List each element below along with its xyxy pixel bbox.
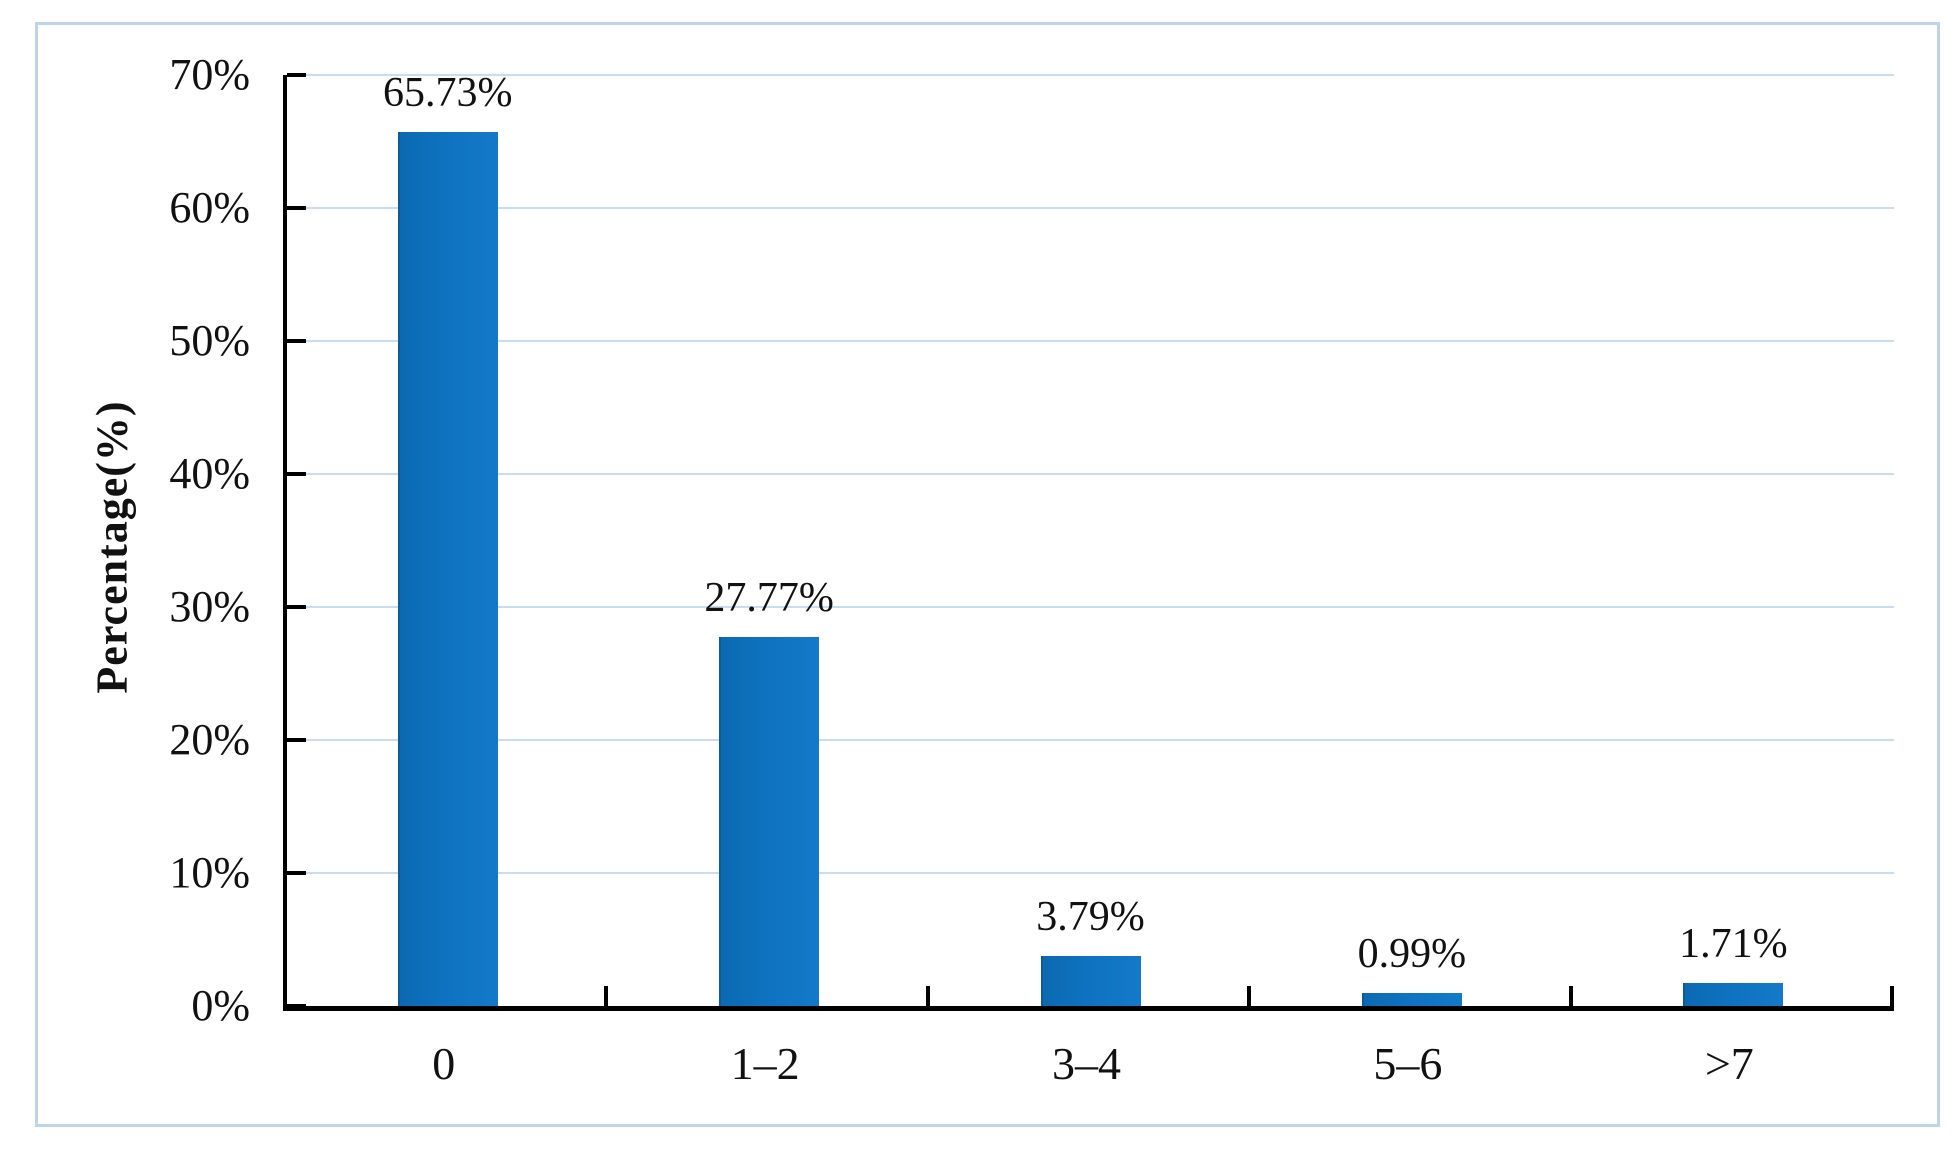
bar bbox=[1361, 992, 1462, 1006]
gridline bbox=[287, 340, 1894, 342]
y-tick-mark bbox=[287, 339, 306, 343]
gridline bbox=[287, 606, 1894, 608]
x-tick-mark bbox=[1568, 986, 1573, 1006]
y-tick-label: 40% bbox=[169, 449, 250, 498]
x-tick-mark bbox=[925, 986, 930, 1006]
bar bbox=[1683, 983, 1784, 1006]
bar-group-3-4: 3.79% bbox=[930, 75, 1251, 1006]
bar-group-5-6: 0.99% bbox=[1251, 75, 1572, 1006]
bar-series: 65.73% 27.77% 3.79% 0.99% 1.71% bbox=[287, 69, 1894, 1006]
bar-group-0: 65.73% bbox=[287, 69, 608, 1006]
x-tick-mark bbox=[604, 986, 609, 1006]
gridline bbox=[287, 739, 1894, 741]
y-tick-mark bbox=[287, 605, 306, 609]
x-tick-label: >7 bbox=[1704, 1038, 1754, 1089]
x-tick-mark bbox=[1247, 986, 1252, 1006]
y-tick-label: 50% bbox=[169, 316, 250, 365]
bar bbox=[719, 636, 820, 1006]
y-tick-mark bbox=[287, 1004, 306, 1008]
bar-group-gt7: 1.71% bbox=[1573, 75, 1894, 1006]
gridline bbox=[287, 207, 1894, 209]
y-tick-mark bbox=[287, 206, 306, 210]
bar-value-label: 0.99% bbox=[1357, 930, 1467, 977]
y-tick-label: 20% bbox=[169, 715, 250, 764]
y-tick-label: 70% bbox=[169, 50, 250, 99]
plot-area: 65.73% 27.77% 3.79% 0.99% 1.71% bbox=[283, 69, 1894, 1011]
x-tick-label: 1–2 bbox=[730, 1038, 800, 1089]
bar bbox=[1040, 955, 1141, 1006]
y-tick-label: 0% bbox=[191, 981, 250, 1030]
x-tick-label: 5–6 bbox=[1373, 1038, 1443, 1089]
y-tick-label: 60% bbox=[169, 183, 250, 232]
y-tick-mark bbox=[287, 738, 306, 742]
x-tick-label: 3–4 bbox=[1052, 1038, 1122, 1089]
gridline bbox=[287, 74, 1894, 76]
gridline bbox=[287, 473, 1894, 475]
bar-value-label: 27.77% bbox=[704, 574, 834, 621]
x-tick-mark bbox=[1890, 986, 1894, 1006]
x-tick-label: 0 bbox=[432, 1038, 456, 1089]
gridline bbox=[287, 872, 1894, 874]
chart-figure-frame: Percentage(%) 0% 10% 20% 30% 40% 50% 60%… bbox=[35, 22, 1940, 1127]
x-axis-tick-labels: 0 1–2 3–4 5–6 >7 bbox=[283, 1041, 1890, 1087]
bar-group-1-2: 27.77% bbox=[608, 75, 929, 1006]
bar bbox=[397, 131, 498, 1006]
bar-value-label: 1.71% bbox=[1679, 921, 1788, 968]
y-tick-mark bbox=[287, 73, 306, 77]
bar-value-label: 65.73% bbox=[382, 69, 513, 116]
y-tick-mark bbox=[287, 871, 306, 875]
y-tick-label: 10% bbox=[169, 848, 250, 897]
y-axis-tick-labels: 0% 10% 20% 30% 40% 50% 60% 70% bbox=[38, 53, 250, 1028]
bar-value-label: 3.79% bbox=[1036, 893, 1145, 940]
y-tick-mark bbox=[287, 472, 306, 476]
y-tick-label: 30% bbox=[169, 582, 250, 631]
